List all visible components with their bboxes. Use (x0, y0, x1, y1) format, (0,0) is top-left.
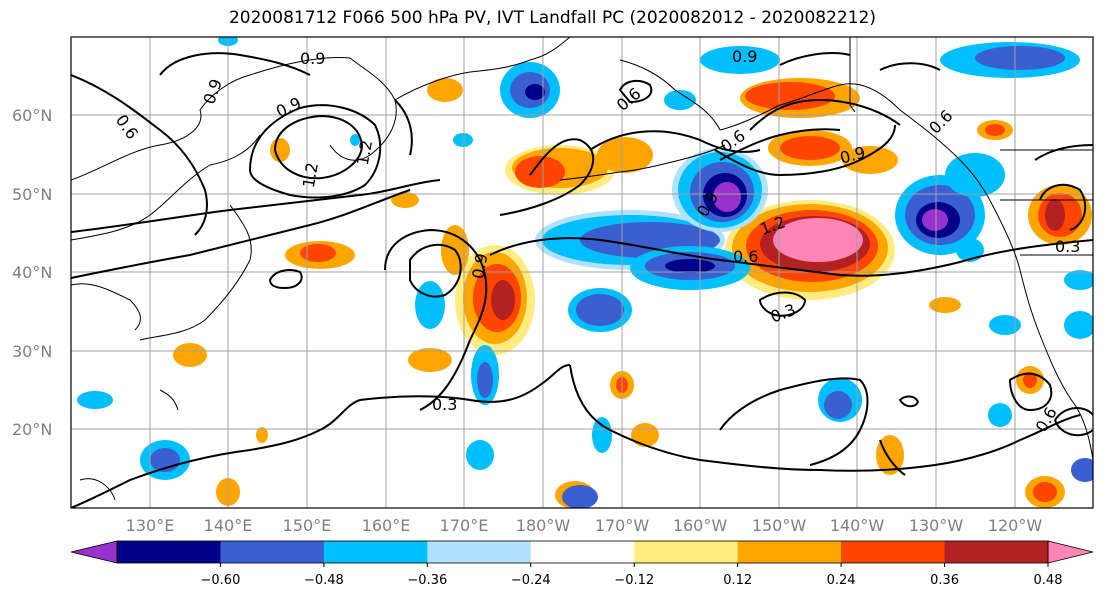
contour-label: 0.9 (732, 47, 757, 66)
contour-label: 0.9 (468, 252, 491, 280)
contour-label: 0.3 (1055, 237, 1080, 256)
colorbar-segment (530, 541, 635, 563)
lat-label: 20°N (12, 420, 52, 439)
lon-label: 130°W (909, 516, 964, 535)
lat-label: 40°N (12, 263, 52, 282)
map-frame (70, 36, 1094, 509)
map-title: 2020081712 F066 500 hPa PV, IVT Landfall… (228, 8, 876, 28)
colorbar-segment (220, 541, 325, 563)
lat-label: 60°N (12, 106, 52, 125)
colorbar-segment (634, 541, 739, 563)
colorbar-extend-max (1047, 540, 1094, 564)
lat-label: 50°N (12, 185, 52, 204)
colorbar-segment (117, 541, 221, 563)
latitude-labels: 60°N 50°N 40°N 30°N 20°N (12, 106, 52, 439)
colorbar-segment (737, 541, 842, 563)
lon-label: 180°W (516, 516, 571, 535)
ivt-contours (71, 52, 1093, 508)
lat-label: 30°N (12, 342, 52, 361)
lon-label: 160°W (673, 516, 728, 535)
lon-label: 130°E (126, 516, 175, 535)
contour-label: 0.3 (432, 395, 457, 414)
coastlines (71, 37, 1093, 501)
lon-label: 140°W (830, 516, 885, 535)
lon-label: 120°W (988, 516, 1043, 535)
colorbar-tick-label: 0.36 (930, 573, 959, 588)
colorbar-border (116, 540, 1049, 564)
colorbar-tick-label: −0.60 (201, 573, 241, 588)
lon-label: 150°E (283, 516, 332, 535)
contour-label: 1.2 (299, 161, 322, 189)
colorbar-tick-label: −0.24 (511, 573, 551, 588)
contour-label: 1.2 (353, 138, 376, 166)
longitude-labels: 130°E 140°E 150°E 160°E 170°E 180°W 170°… (126, 516, 1043, 535)
colorbar-segment (323, 541, 428, 563)
lon-label: 160°E (362, 516, 411, 535)
graticule (71, 37, 1093, 508)
colorbar-segment (841, 541, 946, 563)
colorbar-segment (944, 541, 1049, 563)
colorbar-extend-min (70, 540, 118, 564)
colorbar: −0.60 −0.48 −0.36 −0.24 −0.12 0.12 0.24 0.36 0.4… (70, 540, 1094, 588)
colorbar-tick-label: −0.48 (304, 573, 344, 588)
colorbar-segment (427, 541, 532, 563)
lon-label: 140°E (204, 516, 253, 535)
colorbar-tick-label: 0.12 (723, 573, 752, 588)
lon-label: 170°E (440, 516, 489, 535)
colorbar-tick-label: 0.48 (1034, 573, 1063, 588)
colorbar-tick-label: 0.24 (827, 573, 856, 588)
lon-label: 170°W (595, 516, 650, 535)
contour-label: 0.9 (300, 49, 325, 68)
negative-anomaly-shading (77, 37, 1093, 508)
contour-label: 0.6 (733, 247, 758, 266)
colorbar-tick-label: −0.36 (407, 573, 447, 588)
lon-label: 150°W (752, 516, 807, 535)
colorbar-tick-label: −0.12 (614, 573, 654, 588)
